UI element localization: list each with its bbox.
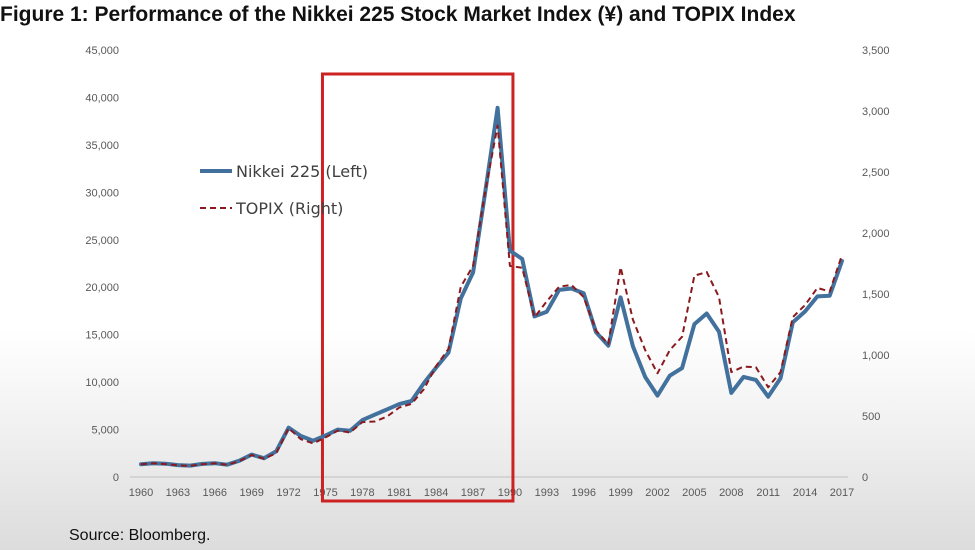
left-y-tick-label: 15,000 [85, 330, 119, 342]
x-tick-label: 1990 [498, 487, 522, 499]
left-y-tick-label: 45,000 [85, 45, 119, 57]
right-y-tick-label: 500 [862, 411, 880, 423]
left-y-tick-label: 20,000 [85, 282, 119, 294]
left-y-tick-label: 10,000 [85, 377, 119, 389]
x-tick-label: 1969 [239, 487, 263, 499]
right-y-tick-label: 1,500 [862, 289, 890, 301]
x-tick-label: 1972 [276, 487, 300, 499]
right-y-tick-label: 1,000 [862, 350, 890, 362]
x-tick-label: 1999 [608, 487, 632, 499]
right-y-tick-label: 3,500 [862, 45, 890, 57]
right-y-tick-label: 2,000 [862, 228, 890, 240]
x-axis-ticks: 1960 1963 1966 1969 1972 1975 1978 1981 1984 1987… [129, 487, 854, 499]
legend: Nikkei 225 (Left) TOPIX (Right) [200, 162, 368, 218]
left-y-tick-label: 25,000 [85, 235, 119, 247]
right-y-tick-label: 3,000 [862, 106, 890, 118]
right-y-tick-label: 0 [862, 472, 868, 484]
legend-topix-label: TOPIX (Right) [235, 199, 343, 218]
x-tick-label: 1981 [387, 487, 411, 499]
x-tick-label: 1987 [461, 487, 485, 499]
x-tick-label: 1975 [313, 487, 337, 499]
left-y-tick-label: 30,000 [85, 187, 119, 199]
x-tick-label: 1978 [350, 487, 374, 499]
x-tick-label: 1966 [203, 487, 227, 499]
right-y-tick-label: 2,500 [862, 167, 890, 179]
x-tick-label: 1993 [535, 487, 559, 499]
highlight-box [320, 72, 515, 503]
page-title: Figure 1: Performance of the Nikkei 225 … [0, 3, 796, 26]
x-tick-label: 1996 [571, 487, 595, 499]
x-tick-label: 2005 [682, 487, 706, 499]
nikkei-series-line [139, 105, 844, 468]
x-tick-label: 2014 [793, 487, 817, 499]
x-tick-label: 1984 [424, 487, 448, 499]
x-tick-label: 2008 [719, 487, 743, 499]
left-y-tick-label: 40,000 [85, 92, 119, 104]
x-tick-label: 2017 [830, 487, 854, 499]
left-y-tick-label: 0 [113, 472, 119, 484]
x-tick-label: 2011 [756, 487, 780, 499]
source-note: Source: Bloomberg. [69, 527, 211, 544]
left-y-axis-ticks: 0 5,000 10,000 15,000 20,000 25,000 30,000 35,0… [85, 45, 119, 484]
right-y-axis-ticks: 0 500 1,000 1,500 2,000 2,500 3,000 3,500 [862, 45, 890, 484]
x-tick-label: 2002 [645, 487, 669, 499]
x-tick-label: 1963 [166, 487, 190, 499]
left-y-tick-label: 5,000 [91, 425, 119, 437]
x-tick-label: 1960 [129, 487, 153, 499]
left-y-tick-label: 35,000 [85, 140, 119, 152]
legend-nikkei-label: Nikkei 225 (Left) [236, 162, 368, 181]
topix-series-line [140, 124, 843, 467]
